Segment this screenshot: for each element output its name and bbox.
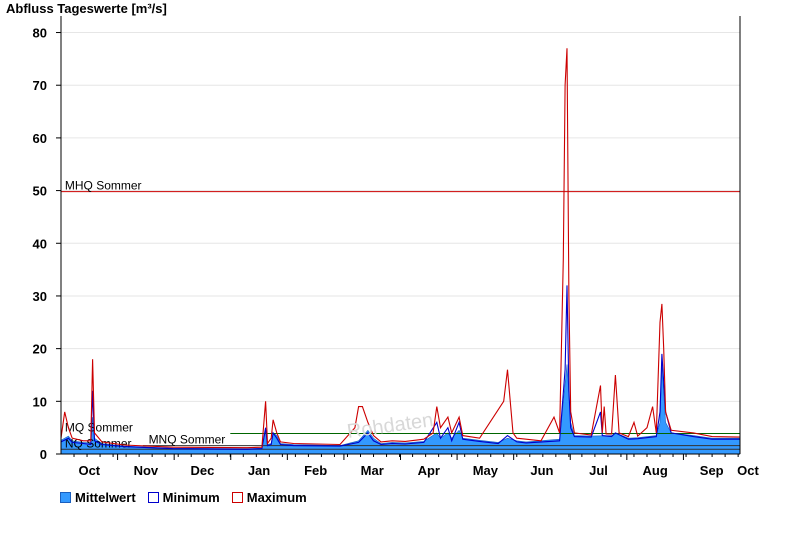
- legend-label-minimum: Minimum: [162, 490, 220, 505]
- grid-layer: [61, 32, 740, 402]
- watermark: Rohdaten: [346, 409, 435, 443]
- y-tick-label: 70: [33, 78, 47, 93]
- minimum-series-layer: [60, 285, 740, 450]
- legend-item-minimum: Minimum: [147, 490, 220, 505]
- legend-swatch-maximum: [231, 492, 243, 503]
- x-tick-label: Nov: [134, 463, 159, 478]
- x-tick-label: Oct: [737, 463, 759, 478]
- legend-label-mean: Mittelwert: [75, 490, 136, 505]
- y-tick-label: 20: [33, 342, 47, 357]
- legend-item-maximum: Maximum: [231, 490, 307, 505]
- x-tick-label: Aug: [642, 463, 667, 478]
- x-tick-label: Oct: [78, 463, 100, 478]
- x-tick-label: Dec: [191, 463, 215, 478]
- x-tick-label: Jul: [589, 463, 608, 478]
- axis-layer: 0 10 20 30 40 50 60 70 80 Oct Nov Dec Jan Feb Mar Apr Ma…: [33, 16, 760, 478]
- maximum-series-layer: [60, 48, 741, 449]
- x-tick-label: Apr: [418, 463, 440, 478]
- y-tick-label: 80: [33, 26, 47, 41]
- reference-line-label: MHQ Sommer: [65, 179, 142, 193]
- y-tick-label: 60: [33, 131, 47, 146]
- maximum-line: [60, 48, 741, 449]
- reference-line-label: MQ Sommer: [65, 420, 133, 434]
- x-tick-label: Jun: [530, 463, 553, 478]
- y-tick-label: 50: [33, 184, 47, 199]
- x-tick-label: Feb: [304, 463, 327, 478]
- x-tick-label: May: [473, 463, 499, 478]
- y-tick-label: 0: [40, 447, 47, 462]
- y-tick-label: 40: [33, 236, 47, 251]
- legend: Mittelwert Minimum Maximum: [60, 490, 307, 505]
- x-tick-label: Mar: [361, 463, 384, 478]
- x-tick-label: Sep: [700, 463, 724, 478]
- legend-swatch-minimum: [147, 492, 159, 503]
- chart-title: Abfluss Tageswerte [m³/s]: [6, 1, 167, 16]
- legend-label-maximum: Maximum: [246, 490, 307, 505]
- y-tick-label: 10: [33, 394, 47, 409]
- x-tick-label: Jan: [248, 463, 270, 478]
- legend-item-mean: Mittelwert: [60, 490, 136, 505]
- legend-swatch-mean: [60, 492, 71, 503]
- minimum-line: [60, 285, 740, 450]
- y-tick-label: 30: [33, 289, 47, 304]
- reference-line-label: MNQ Sommer: [149, 433, 226, 447]
